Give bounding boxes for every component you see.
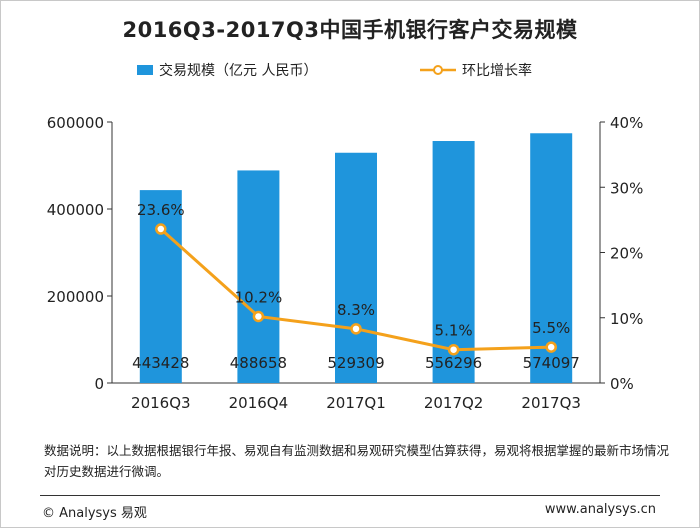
x-tick-label: 2017Q1	[326, 394, 386, 412]
bar-value-label: 488658	[230, 354, 287, 372]
legend-bar-label: 交易规模（亿元 人民币）	[159, 63, 318, 79]
growth-value-label: 5.1%	[435, 322, 473, 340]
left-tick-label: 600000	[47, 114, 104, 132]
right-tick-label: 30%	[610, 179, 643, 197]
growth-point	[447, 343, 460, 356]
growth-point	[155, 223, 167, 235]
legend-line-swatch	[420, 65, 456, 75]
bar-value-label: 529309	[327, 354, 384, 372]
x-tick-label: 2016Q4	[229, 394, 289, 412]
legend-item-line: 环比增长率	[420, 60, 532, 80]
left-tick-label: 400000	[47, 201, 104, 219]
bar	[139, 190, 182, 383]
legend-line-label: 环比增长率	[462, 63, 532, 79]
bar	[335, 152, 377, 383]
x-tick-label: 2017Q2	[424, 394, 484, 412]
growth-value-label: 10.2%	[235, 288, 283, 306]
bar	[237, 170, 280, 383]
right-tick-label: 0%	[610, 375, 634, 393]
right-tick-label: 20%	[610, 245, 643, 263]
footer-copyright: © Analysys 易观	[42, 506, 147, 521]
left-tick-label: 200000	[47, 288, 104, 306]
legend-item-bar: 交易规模（亿元 人民币）	[137, 60, 317, 80]
growth-value-label: 8.3%	[337, 301, 375, 319]
growth-point	[350, 323, 362, 335]
right-tick-label: 10%	[610, 310, 643, 328]
footer-divider	[40, 495, 660, 496]
growth-point	[545, 341, 557, 353]
x-tick-label: 2017Q3	[521, 394, 581, 412]
left-tick-label: 0	[94, 375, 104, 393]
bar-value-label: 443428	[132, 354, 189, 372]
bar	[432, 141, 475, 383]
growth-value-label: 23.6%	[137, 201, 185, 219]
growth-point	[252, 310, 265, 323]
bar-value-label: 574097	[523, 354, 580, 372]
right-tick-label: 40%	[610, 114, 643, 132]
growth-value-label: 5.5%	[532, 319, 570, 337]
legend: 交易规模（亿元 人民币） 环比增长率	[0, 60, 700, 84]
x-tick-label: 2016Q3	[131, 394, 191, 412]
bar-value-label: 556296	[425, 354, 482, 372]
data-note: 数据说明：以上数据根据银行年报、易观自有监测数据和易观研究模型估算获得，易观将根…	[44, 443, 670, 479]
legend-bar-swatch	[137, 65, 153, 75]
footer-url: www.analysys.cn	[544, 502, 656, 517]
chart-title: 2016Q3-2017Q3中国手机银行客户交易规模	[122, 18, 578, 42]
